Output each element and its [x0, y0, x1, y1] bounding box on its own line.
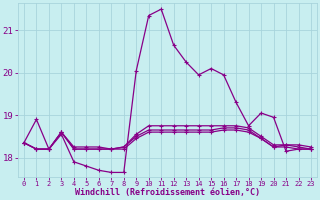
X-axis label: Windchill (Refroidissement éolien,°C): Windchill (Refroidissement éolien,°C) [75, 188, 260, 197]
